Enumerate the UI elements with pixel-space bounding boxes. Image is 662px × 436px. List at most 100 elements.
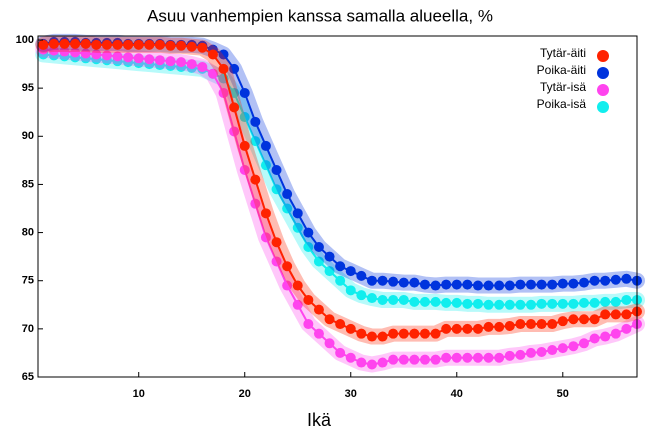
point bbox=[218, 49, 229, 60]
point bbox=[409, 277, 420, 288]
point bbox=[451, 323, 462, 334]
point bbox=[250, 116, 261, 127]
point bbox=[345, 323, 356, 334]
point bbox=[578, 338, 589, 349]
point bbox=[48, 38, 59, 49]
point bbox=[610, 328, 621, 339]
point bbox=[388, 354, 399, 365]
point bbox=[70, 47, 81, 58]
point bbox=[525, 347, 536, 358]
point bbox=[515, 319, 526, 330]
point bbox=[345, 285, 356, 296]
point bbox=[356, 290, 367, 301]
point bbox=[547, 279, 558, 290]
point bbox=[197, 61, 208, 72]
point bbox=[239, 112, 250, 123]
point bbox=[621, 273, 632, 284]
point bbox=[123, 39, 134, 50]
point bbox=[536, 319, 547, 330]
y-tick-label: 95 bbox=[22, 82, 34, 94]
point bbox=[292, 222, 303, 233]
point bbox=[38, 39, 49, 50]
point bbox=[557, 316, 568, 327]
point bbox=[144, 39, 155, 50]
point bbox=[515, 279, 526, 290]
point bbox=[589, 314, 600, 325]
point bbox=[525, 319, 536, 330]
point bbox=[313, 256, 324, 267]
series-line bbox=[43, 40, 638, 287]
point bbox=[600, 331, 611, 342]
point bbox=[462, 298, 473, 309]
point bbox=[441, 279, 452, 290]
point bbox=[229, 126, 240, 137]
point bbox=[409, 354, 420, 365]
point bbox=[398, 354, 409, 365]
point bbox=[313, 304, 324, 315]
point bbox=[398, 294, 409, 305]
point bbox=[282, 280, 293, 291]
point bbox=[250, 198, 261, 209]
point bbox=[547, 319, 558, 330]
point bbox=[133, 39, 144, 50]
point bbox=[207, 49, 218, 60]
legend-marker bbox=[597, 50, 609, 62]
x-tick-label: 20 bbox=[239, 388, 251, 400]
point bbox=[239, 87, 250, 98]
point bbox=[568, 298, 579, 309]
point bbox=[356, 357, 367, 368]
point bbox=[250, 136, 261, 147]
point bbox=[494, 321, 505, 332]
point bbox=[430, 296, 441, 307]
y-tick-label: 100 bbox=[16, 34, 34, 46]
point bbox=[303, 227, 314, 238]
point bbox=[154, 39, 165, 50]
point bbox=[260, 140, 271, 151]
point bbox=[504, 280, 515, 291]
legend-label: Poika-isä bbox=[537, 97, 587, 111]
point bbox=[186, 59, 197, 70]
plot-area bbox=[35, 33, 645, 373]
point bbox=[600, 309, 611, 320]
point bbox=[483, 280, 494, 291]
y-tick-label: 80 bbox=[22, 226, 34, 238]
point bbox=[419, 328, 430, 339]
point bbox=[335, 275, 346, 286]
point bbox=[260, 208, 271, 219]
point bbox=[133, 53, 144, 64]
point bbox=[335, 319, 346, 330]
point bbox=[366, 359, 377, 370]
point bbox=[271, 237, 282, 248]
point bbox=[271, 184, 282, 195]
point bbox=[324, 266, 335, 277]
point bbox=[547, 345, 558, 356]
point bbox=[483, 321, 494, 332]
y-tick-label: 90 bbox=[22, 130, 34, 142]
point bbox=[377, 357, 388, 368]
point bbox=[441, 297, 452, 308]
point bbox=[504, 299, 515, 310]
legend-marker bbox=[597, 67, 609, 79]
point bbox=[621, 309, 632, 320]
point bbox=[313, 328, 324, 339]
point bbox=[80, 48, 91, 59]
point bbox=[91, 49, 102, 60]
point bbox=[536, 346, 547, 357]
point bbox=[377, 275, 388, 286]
point bbox=[388, 328, 399, 339]
point bbox=[239, 164, 250, 175]
point bbox=[292, 280, 303, 291]
point bbox=[356, 270, 367, 281]
point bbox=[250, 174, 261, 185]
chart-title: Asuu vanhempien kanssa samalla alueella,… bbox=[147, 6, 493, 25]
point bbox=[154, 55, 165, 66]
y-tick-label: 65 bbox=[22, 371, 34, 383]
point bbox=[472, 323, 483, 334]
point bbox=[303, 294, 314, 305]
point bbox=[610, 296, 621, 307]
point bbox=[557, 278, 568, 289]
point bbox=[525, 299, 536, 310]
point bbox=[282, 203, 293, 214]
point bbox=[59, 46, 70, 57]
